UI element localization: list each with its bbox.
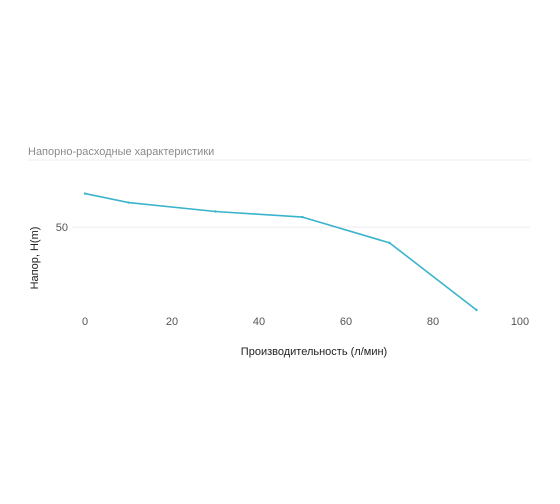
- data-point: [127, 201, 130, 204]
- data-point: [214, 210, 217, 213]
- x-tick-label: 80: [427, 316, 439, 328]
- data-point: [475, 308, 478, 312]
- data-point: [301, 215, 304, 219]
- x-axis-label: Производительность (л/мин): [241, 346, 387, 358]
- x-tick-labels: 0 20 40 60 80 100: [82, 316, 529, 328]
- series-line: [84, 192, 477, 311]
- x-tick-label: 60: [340, 316, 352, 328]
- series-layer: [83, 192, 478, 312]
- data-point: [83, 192, 87, 195]
- x-tick-label: 0: [82, 316, 88, 328]
- y-axis-label: Напор, H(m): [29, 227, 41, 290]
- x-tick-label: 20: [166, 316, 178, 328]
- y-tick-labels: 50: [56, 222, 68, 234]
- x-tick-label: 100: [511, 316, 529, 328]
- y-tick-label: 50: [56, 222, 68, 234]
- chart-title: Напорно-расходные характеристики: [28, 146, 214, 158]
- data-point: [388, 241, 391, 245]
- x-tick-label: 40: [253, 316, 265, 328]
